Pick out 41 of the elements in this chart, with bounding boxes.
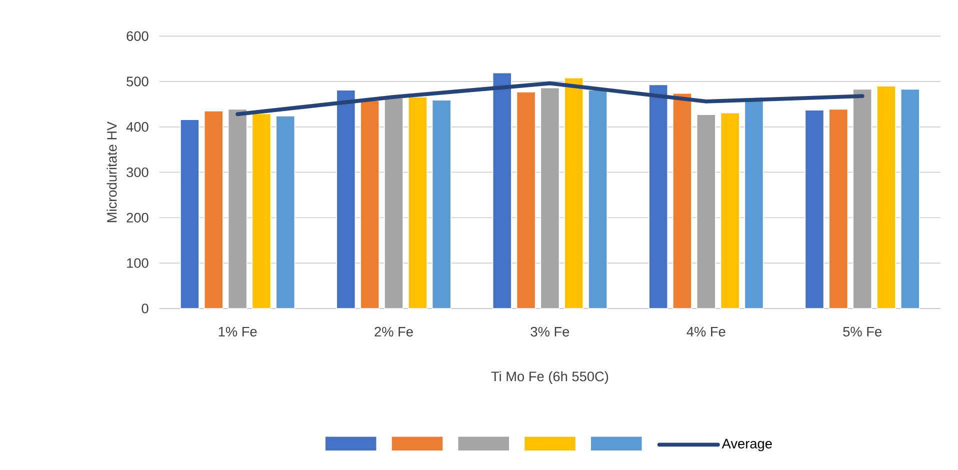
x-tick-label: 1% Fe	[218, 327, 257, 337]
bar	[720, 112, 740, 310]
x-axis-title: Ti Mo Fe (6h 550C)	[491, 371, 608, 384]
x-tick-label: 5% Fe	[843, 327, 882, 337]
bar	[540, 88, 560, 310]
y-tick-label: 500	[126, 76, 148, 87]
bar	[804, 110, 824, 310]
legend-label: Average	[722, 439, 772, 452]
y-axis-title: Microduritate HV	[106, 122, 117, 222]
y-tick-label: 100	[127, 258, 148, 268]
bar	[276, 116, 296, 310]
y-tick-label: 0	[142, 304, 148, 314]
y-tick-label: 300	[126, 168, 148, 178]
bar	[360, 100, 380, 310]
bar	[252, 114, 272, 310]
bar	[672, 93, 692, 310]
y-tick-label: 200	[126, 213, 148, 223]
bar	[432, 100, 452, 310]
bar	[744, 100, 764, 310]
bar	[648, 84, 668, 310]
y-tick-label: 600	[126, 31, 148, 42]
bar	[516, 92, 536, 310]
bar	[336, 90, 356, 310]
bar	[204, 110, 224, 310]
bar	[852, 89, 872, 310]
line-series	[236, 82, 864, 116]
bar	[180, 119, 200, 310]
bar	[876, 86, 896, 310]
y-tick-label: 400	[126, 122, 148, 132]
bar	[828, 109, 848, 310]
bar	[408, 96, 428, 310]
x-tick-label: 4% Fe	[686, 327, 726, 337]
bar	[384, 98, 404, 310]
bar	[228, 109, 248, 310]
x-tick-label: 2% Fe	[374, 327, 413, 337]
bar	[564, 78, 584, 310]
x-tick-label: 3% Fe	[530, 327, 570, 337]
bar	[900, 89, 920, 310]
bar	[492, 72, 512, 310]
bar	[696, 114, 716, 310]
bar	[588, 90, 608, 310]
